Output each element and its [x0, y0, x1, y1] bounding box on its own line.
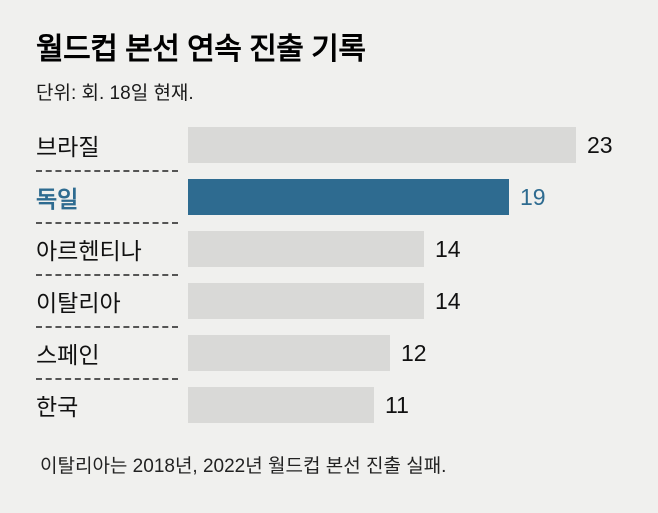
chart-subtitle: 단위: 회. 18일 현재. [36, 83, 194, 104]
bar-track: 11 [188, 387, 638, 423]
bar-row: 한국 11 [36, 383, 638, 427]
bar-value: 11 [385, 391, 409, 418]
row-separator [36, 170, 178, 172]
bar-track: 23 [188, 127, 638, 163]
bar-chart: 브라질 23 독일 19 아르헨티나 14 이탈리아 14 스페인 12 한국 11 [36, 123, 638, 427]
bar-label: 한국 [36, 394, 79, 420]
bar-track: 14 [188, 231, 638, 267]
bar-track: 12 [188, 335, 638, 371]
bar [188, 335, 390, 371]
bar [188, 283, 424, 319]
bar [188, 179, 509, 215]
bar-value: 23 [587, 131, 613, 158]
bar-row: 이탈리아 14 [36, 279, 638, 323]
bar-label: 아르헨티나 [36, 238, 142, 264]
bar-row: 스페인 12 [36, 331, 638, 375]
row-separator [36, 274, 178, 276]
bar-value: 14 [435, 287, 461, 314]
bar [188, 231, 424, 267]
chart-title: 월드컵 본선 연속 진출 기록 [36, 33, 366, 66]
row-separator [36, 326, 178, 328]
bar [188, 387, 374, 423]
bar-label: 브라질 [36, 134, 100, 160]
bar-label: 독일 [36, 186, 79, 212]
bar-row: 독일 19 [36, 175, 638, 219]
bar-row: 브라질 23 [36, 123, 638, 167]
row-separator [36, 222, 178, 224]
bar-row: 아르헨티나 14 [36, 227, 638, 271]
bar-value: 14 [435, 235, 461, 262]
chart-footnote: 이탈리아는 2018년, 2022년 월드컵 본선 진출 실패. [40, 456, 447, 477]
bar-label: 스페인 [36, 342, 100, 368]
bar-value: 12 [401, 339, 427, 366]
row-separator [36, 378, 178, 380]
bar-label: 이탈리아 [36, 290, 121, 316]
bar-track: 19 [188, 179, 638, 215]
bar-track: 14 [188, 283, 638, 319]
bar-value: 19 [520, 183, 546, 210]
bar [188, 127, 576, 163]
